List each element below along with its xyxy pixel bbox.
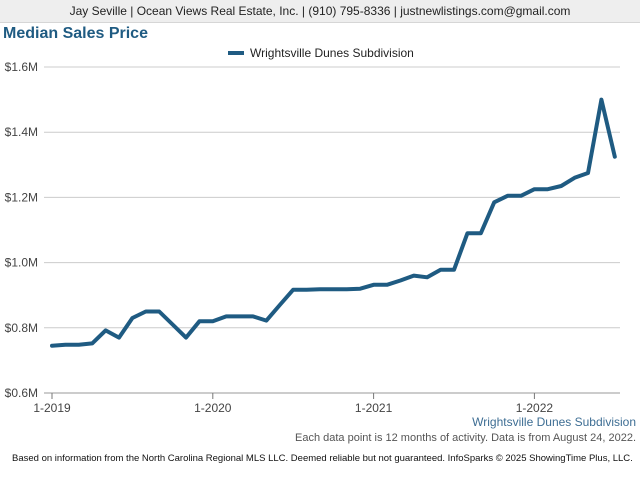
x-tick-label: 1-2022 [516,401,554,415]
data-point [171,323,175,327]
data-point [372,283,376,287]
data-point [197,319,201,323]
data-point [117,336,121,340]
series-sublabel: Wrightsville Dunes Subdivision [472,415,636,429]
data-point [492,200,496,204]
data-point [452,268,456,272]
y-tick-label: $1.2M [5,190,38,204]
source-note: Based on information from the North Caro… [12,453,633,464]
data-point [305,288,309,292]
data-point [506,194,510,198]
series-line [50,97,617,348]
data-point [63,343,67,347]
legend-label: Wrightsville Dunes Subdivision [250,46,414,60]
data-point [224,314,228,318]
y-tick-label: $1.4M [5,125,38,139]
data-point [479,231,483,235]
data-point [358,287,362,291]
data-point [439,268,443,272]
data-point [573,176,577,180]
data-point [345,287,349,291]
data-point [251,314,255,318]
data-point [385,283,389,287]
x-tick-label: 1-2019 [33,401,71,415]
data-point [130,316,134,320]
axes: $0.6M $0.8M $1.0M $1.2M $1.4M $1.6M 1-2019 1-20… [5,60,554,415]
data-point [532,187,536,191]
data-point [211,319,215,323]
data-point [77,343,81,347]
data-point [184,336,188,340]
data-point [599,98,603,102]
data-point [90,341,94,345]
data-point [331,287,335,291]
data-point [613,155,617,159]
legend: Wrightsville Dunes Subdivision [228,46,414,60]
data-point [104,328,108,332]
y-tick-label: $0.6M [5,386,38,400]
y-tick-label: $1.0M [5,256,38,270]
data-point [291,288,295,292]
data-point [465,231,469,235]
grid-lines [44,66,620,394]
data-point [559,184,563,188]
chart-title: Median Sales Price [3,25,148,42]
data-point [278,303,282,307]
y-tick-label: $1.6M [5,60,38,74]
activity-note: Each data point is 12 months of activity… [295,432,636,444]
series-layer [50,97,617,348]
data-point [238,314,242,318]
data-point [412,274,416,278]
y-tick-label: $0.8M [5,321,38,335]
x-tick-label: 1-2021 [355,401,393,415]
data-point [546,187,550,191]
data-point [519,194,523,198]
data-point [425,275,429,279]
x-tick-label: 1-2020 [194,401,232,415]
data-point [318,287,322,291]
data-point [398,279,402,283]
header-contact: Jay Seville | Ocean Views Real Estate, I… [69,4,571,18]
data-point [157,310,161,314]
data-point [50,344,54,348]
data-point [144,310,148,314]
data-point [586,171,590,175]
data-point [264,319,268,323]
header-bar: Jay Seville | Ocean Views Real Estate, I… [0,0,640,23]
